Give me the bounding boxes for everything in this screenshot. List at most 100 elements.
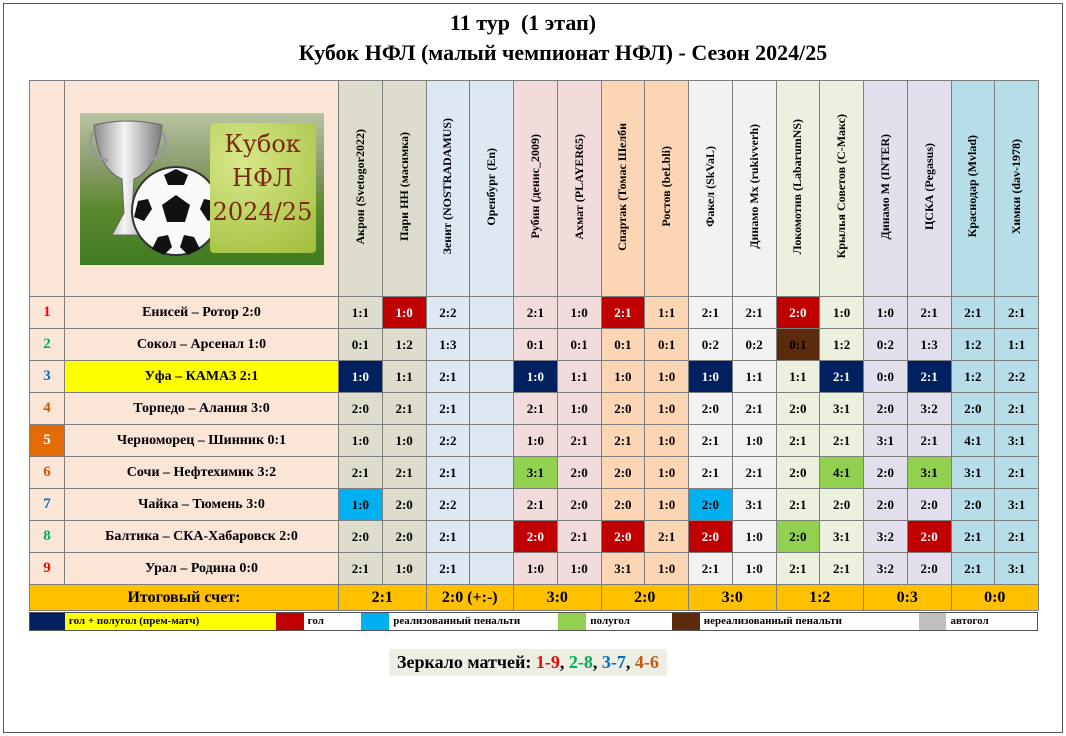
prediction-cell: 1:0 — [556, 392, 602, 425]
team-name: Динамо Мх (rukivverh) — [746, 124, 761, 249]
trophy-icon — [88, 120, 167, 235]
prediction-cell: 2:1 — [425, 360, 471, 393]
prediction-cell: 2:0 — [600, 392, 646, 425]
prediction-cell: 2:1 — [775, 552, 821, 585]
team-header: Зенит (NOSTRADAMUS) — [425, 80, 471, 297]
match-name: Черноморец – Шинник 0:1 — [64, 424, 339, 457]
prediction-cell: 2:1 — [906, 424, 952, 457]
prediction-cell: 2:1 — [381, 392, 427, 425]
corner-cell — [29, 80, 65, 297]
prediction-cell: 2:1 — [688, 456, 733, 489]
prediction-cell: 2:1 — [644, 520, 689, 553]
prediction-cell: 2:1 — [731, 392, 777, 425]
logo-cell: Кубок НФЛ 2024/25 — [64, 80, 339, 297]
prediction-cell: 2:0 — [338, 520, 383, 553]
prediction-cell: 2:0 — [863, 456, 908, 489]
legend-label: реализованный пенальти — [393, 615, 521, 627]
row-number: 7 — [29, 488, 65, 521]
prediction-cell: 1:0 — [644, 424, 689, 457]
prediction-cell: 2:1 — [731, 296, 777, 329]
prediction-cell: 2:0 — [688, 488, 733, 521]
prediction-cell: 2:1 — [994, 456, 1039, 489]
mirror-label: Зеркало матчей: — [397, 652, 532, 672]
prediction-cell: 3:1 — [863, 424, 908, 457]
team-name: Химки (dav-1978) — [1009, 138, 1024, 235]
prediction-cell: 1:0 — [338, 360, 383, 393]
prediction-cell: 2:1 — [731, 456, 777, 489]
prediction-cell: 1:2 — [381, 328, 427, 361]
team-name: Пари НН (масимка) — [396, 132, 411, 241]
legend-label: гол + полугол (прем-матч) — [64, 613, 276, 630]
mirror-pair: 1-9 — [535, 652, 560, 672]
prediction-cell: 2:0 — [950, 488, 996, 521]
prediction-cell: 2:1 — [950, 552, 996, 585]
prediction-cell: 1:0 — [513, 424, 558, 457]
legend-swatch — [275, 613, 304, 630]
prediction-cell: 0:2 — [863, 328, 908, 361]
prediction-cell: 3:1 — [950, 456, 996, 489]
team-name: Рубин (денис_2009) — [527, 134, 542, 239]
prediction-cell: 2:1 — [513, 392, 558, 425]
header-row: Кубок НФЛ 2024/25 Акрон (Svetogor2022) Пар… — [29, 80, 1039, 297]
prediction-cell: 2:1 — [338, 456, 383, 489]
total-label: Итоговый счет: — [29, 584, 339, 611]
prediction-cell: 1:1 — [338, 296, 383, 329]
prediction-cell: 1:2 — [819, 328, 864, 361]
prediction-cell: 2:0 — [688, 392, 733, 425]
team-name: Факел (SkVaL) — [702, 146, 717, 227]
prediction-cell: 2:0 — [775, 520, 821, 553]
row-number: 2 — [29, 328, 65, 361]
prediction-cell: 2:1 — [425, 520, 471, 553]
prediction-cell: 0:0 — [863, 360, 908, 393]
legend-label: гол — [307, 615, 324, 627]
table-row: 8 Балтика – СКА-Хабаровск 2:0 2:0 2:0 2:1 2:0… — [29, 520, 1039, 553]
team-name: Ахмат (PLAYER65) — [571, 133, 586, 240]
prediction-cell: 2:0 — [775, 456, 821, 489]
prediction-cell — [469, 296, 514, 329]
prediction-cell: 1:0 — [600, 360, 646, 393]
prediction-cell: 1:0 — [338, 424, 383, 457]
prediction-cell: 0:1 — [775, 328, 821, 361]
prediction-cell: 0:1 — [338, 328, 383, 361]
prediction-cell: 1:0 — [688, 360, 733, 393]
prediction-cell: 1:3 — [906, 328, 952, 361]
prediction-cell: 2:1 — [600, 296, 646, 329]
prediction-cell: 1:2 — [950, 360, 996, 393]
mirror-matches: Зеркало матчей: 1-9, 2-8, 3-7, 4-6 — [389, 649, 667, 676]
legend-label: нереализованный пенальти — [703, 615, 842, 627]
prediction-cell: 2:1 — [381, 456, 427, 489]
separator: , — [592, 652, 602, 672]
team-name: Зенит (NOSTRADAMUS) — [440, 118, 455, 255]
prediction-cell: 1:1 — [556, 360, 602, 393]
prediction-cell: 1:0 — [513, 360, 558, 393]
prediction-cell: 2:0 — [906, 520, 952, 553]
prediction-cell — [469, 552, 514, 585]
prediction-cell: 3:2 — [863, 520, 908, 553]
team-header: Локомотив (LabarumNS) — [775, 80, 821, 297]
team-name: ЦСКА (Pegasus) — [921, 142, 936, 231]
prediction-cell — [469, 328, 514, 361]
legend-label: полугол — [590, 615, 630, 627]
prediction-cell: 0:1 — [600, 328, 646, 361]
prediction-cell: 2:1 — [994, 520, 1039, 553]
table-row: 5 Черноморец – Шинник 0:1 1:0 1:0 2:2 1:0 2:1 2… — [29, 424, 1039, 457]
prediction-cell: 2:1 — [906, 360, 952, 393]
total-row: Итоговый счет: 2:1 2:0 (+:-) 3:0 2:0 3:0 1:2 0:… — [29, 584, 1039, 611]
prediction-cell: 2:0 — [863, 488, 908, 521]
match-name: Енисей – Ротор 2:0 — [64, 296, 339, 329]
legend-swatch — [30, 613, 65, 630]
round-title: 11 тур (1 этап) — [449, 10, 597, 35]
prediction-cell: 2:2 — [425, 424, 471, 457]
prediction-cell: 2:0 — [556, 456, 602, 489]
prediction-cell: 2:0 — [688, 520, 733, 553]
prediction-cell: 2:0 — [381, 520, 427, 553]
team-name: Ростов (beLbli) — [659, 146, 674, 227]
prediction-cell: 2:0 — [556, 488, 602, 521]
prediction-cell: 2:1 — [338, 552, 383, 585]
prediction-cell: 2:1 — [425, 392, 471, 425]
team-header: Ахмат (PLAYER65) — [556, 80, 602, 297]
prediction-cell: 2:1 — [906, 296, 952, 329]
match-name: Чайка – Тюмень 3:0 — [64, 488, 339, 521]
total-score: 3:0 — [513, 584, 602, 611]
results-table: Кубок НФЛ 2024/25 Акрон (Svetogor2022) Пар… — [29, 80, 1039, 611]
